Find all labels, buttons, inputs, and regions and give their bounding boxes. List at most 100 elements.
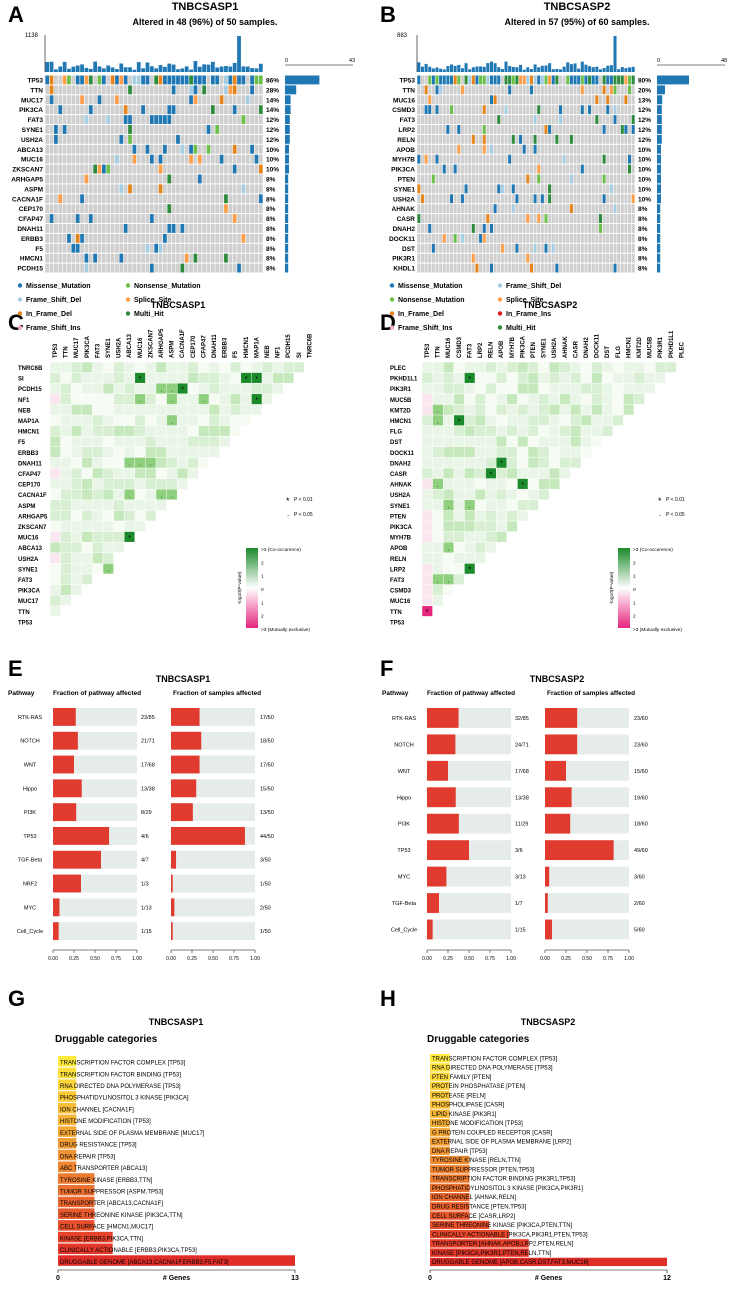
oncoplot-cell [123,75,128,85]
oncoplot-cell [245,253,250,263]
oncoplot-cell [486,263,490,273]
druggable-label: PTEN FAMILY [PTEN] [432,1075,492,1081]
oncoplot-cell [497,144,501,154]
pathway-tick-label: 1.00 [132,956,142,962]
cooc-cell [496,500,507,511]
oncoplot-cell [460,154,464,164]
cooc-cell [156,436,167,447]
oncoplot-cell [128,105,132,115]
oncoplot-cell [228,134,233,144]
oncoplot-cell [489,164,493,174]
cooc-cell [145,362,156,373]
cooc-cell [560,468,571,479]
oncoplot-cell [617,105,621,115]
oncoplot-cell [115,184,119,194]
cooc-cell [92,436,103,447]
cooc-cell [145,436,156,447]
gene-freq-bar [285,263,289,273]
oncoplot-cell [250,214,254,223]
oncoplot-cell [171,144,176,154]
cooc-cell [432,584,443,595]
cooc-cell [188,372,199,383]
oncoplot-cell [591,154,595,164]
gene-freq-bar [657,95,663,105]
druggable-bar [430,1211,470,1220]
oncoplot-cell [93,263,98,273]
tmb-bar [453,65,457,72]
cooc-cell [507,457,518,468]
colorbar-label: -log10(P-value) [609,571,615,604]
oncoplot-cell [431,164,435,174]
cooc-cell [60,584,71,595]
oncoplot-cell [88,184,93,194]
pathway-bar [427,787,456,808]
oncoplot-cell [446,125,450,134]
cooc-sig-cell [464,372,475,383]
oncoplot-cell [189,184,193,194]
oncoplot-cell [442,194,446,204]
oncoplot-cell [544,174,548,184]
oncoplot-cell [624,233,628,243]
oncoplot-cell [537,233,541,243]
oncoplot-cell [54,214,58,223]
pathway-fraction: 1/15 [141,929,152,935]
oncoplot-cell [250,243,254,253]
druggable-bar [430,1239,529,1248]
oncoplot-cell [515,154,519,164]
tmb-bar [522,69,526,72]
oncoplot-cell [555,105,559,115]
oncoplot-cell [158,214,163,223]
cooc-sig-cell [156,489,167,500]
cooc-cell [124,521,135,532]
oncoplot-cell [493,243,497,253]
oncoplot-cell [588,144,592,154]
cooc-cell [528,362,539,373]
oncoplot-cell [215,194,220,204]
oncoplot-cell [486,214,490,223]
oncoplot-cell [522,85,526,95]
cooc-cell [283,362,294,373]
oncoplot-cell [548,95,552,105]
oncoplot-cell [420,214,424,223]
cooc-y-label: FAT3 [18,578,33,584]
cooc-cell [443,383,454,394]
oncoplot-cell [71,95,76,105]
oncoplot-cell [584,95,588,105]
oncoplot-cell [215,243,220,253]
gene-label: MYH7B [392,157,415,164]
cooc-sig-cell [464,500,475,511]
oncoplot-cell [515,134,519,144]
cooc-cell [82,478,93,489]
oncoplot-cell [500,214,504,223]
oncoplot-cell [428,105,432,115]
oncoplot-cell [508,154,512,164]
oncoplot-cell [232,144,237,154]
oncoplot-cell [428,174,432,184]
oncoplot-cell [540,125,544,134]
oncoplot-cell [559,204,563,214]
oncoplot-cell [468,75,472,85]
tmb-bar [537,67,541,72]
oncoplot-cell [184,134,189,144]
oncoplot-cell [149,164,154,174]
cooc-cell [422,595,433,606]
cooc-cell [475,447,486,458]
legend-label: Frame_Shift_Ins [26,325,81,332]
cooc-cell [103,457,114,468]
oncoplot-cell [609,164,613,174]
oncoplot-cell [555,214,559,223]
oncoplot-cell [468,144,472,154]
tmb-bar [548,63,552,72]
oncoplot-cell [453,154,457,164]
oncoplot-cell [511,224,515,233]
oncoplot-cell [580,253,584,263]
oncoplot-cell [197,233,202,243]
oncoplot-cell [620,75,624,85]
cooc-cell [60,489,71,500]
oncoplot-cell [609,184,613,194]
tmb-bar [628,67,632,72]
oncoplot-cell [540,95,544,105]
oncoplot-cell [526,233,530,243]
tmb-bar [562,66,566,72]
oncoplot-cell [628,263,632,273]
